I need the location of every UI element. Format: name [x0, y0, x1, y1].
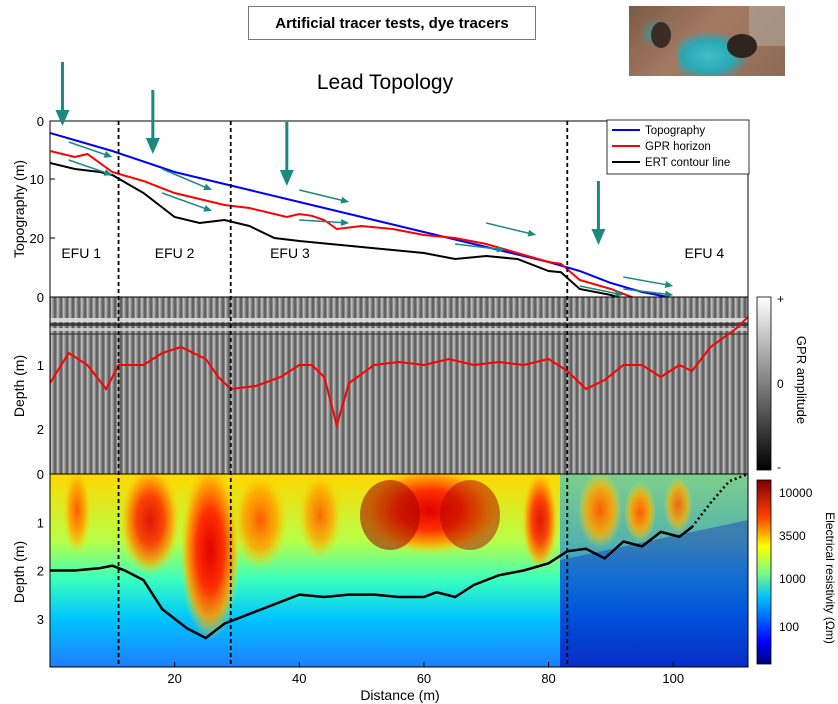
- y-tick-label: 0: [37, 467, 44, 482]
- flow-arrowhead: [527, 229, 537, 237]
- topography-panel: 0 10 20 0 EFU 1 EFU 2 EFU 3 EFU 4 Topography (…: [11, 62, 750, 305]
- flow-arrowhead: [664, 281, 674, 289]
- topography-line: [50, 132, 674, 297]
- gpr-colorbar-tick: +: [777, 292, 784, 306]
- gpr-colorbar-tick: -: [777, 460, 781, 474]
- flow-arrowhead: [614, 289, 624, 297]
- dye-tracer-photo-icon: [629, 6, 785, 76]
- gpr-panel: 1 2 0 Depth (m) + 0 - GPR amplitude: [11, 292, 809, 482]
- gpr-colorbar: [756, 296, 772, 471]
- gpr-colorbar-tick: 0: [777, 377, 784, 391]
- chart-title: Lead Topology: [317, 71, 454, 94]
- x-tick-label: 80: [541, 671, 555, 686]
- flow-arrowhead: [664, 290, 674, 298]
- y-tick-label: 20: [30, 231, 44, 246]
- header-title-box: Artificial tracer tests, dye tracers: [248, 6, 536, 40]
- y-tick-label: 2: [37, 422, 44, 437]
- legend-topography-label: Topography: [645, 125, 705, 137]
- ert-contour-line: [50, 526, 693, 640]
- legend-ert-label: ERT contour line: [645, 157, 730, 169]
- ert-colorbar-tick: 10000: [779, 486, 813, 500]
- flow-arrow: [161, 192, 207, 210]
- flow-arrowhead: [496, 245, 505, 253]
- x-tick-label: 40: [292, 671, 306, 686]
- ert-contour-line: [50, 162, 622, 297]
- topography-ylabel: Topography (m): [11, 160, 27, 258]
- flow-arrow: [161, 168, 207, 189]
- flow-arrow: [623, 276, 668, 286]
- flow-arrowhead: [203, 183, 213, 191]
- ert-panel: 1 2 3 20 40 60 80 100 Depth (m) Distance (m) 1…: [11, 473, 837, 703]
- ert-colorbar-tick: 1000: [779, 572, 806, 586]
- x-tick-label: 100: [662, 671, 684, 686]
- flow-arrow: [68, 141, 107, 156]
- y-tick-label: 10: [30, 172, 44, 187]
- y-tick-label: 0: [37, 114, 44, 129]
- x-tick-label: 60: [417, 671, 431, 686]
- y-tick-label: 2: [37, 564, 44, 579]
- zone-label: EFU 2: [155, 245, 195, 261]
- flow-arrowhead: [103, 169, 113, 176]
- ert-colorbar-tick: 100: [779, 620, 799, 634]
- infiltration-arrowhead: [55, 110, 70, 126]
- flow-arrow: [68, 159, 107, 174]
- ert-contour-dotted-extension: [690, 474, 748, 528]
- x-axis-label: Distance (m): [360, 687, 439, 703]
- svg-text:0: 0: [37, 290, 44, 305]
- ert-colorbar: [756, 479, 772, 665]
- header-title: Artificial tracer tests, dye tracers: [275, 14, 509, 32]
- flow-arrow: [299, 189, 344, 202]
- flow-arrow: [623, 288, 668, 296]
- legend: Topography GPR horizon ERT contour line: [606, 119, 750, 175]
- infiltration-arrowhead: [591, 229, 606, 245]
- y-tick-label: 3: [37, 612, 44, 627]
- zone-label: EFU 3: [270, 245, 310, 261]
- flow-arrow: [299, 219, 344, 224]
- infiltration-arrowhead: [145, 138, 160, 154]
- zone-label: EFU 4: [685, 245, 725, 261]
- infiltration-arrowhead: [279, 170, 294, 186]
- legend-gpr-label: GPR horizon: [645, 141, 711, 153]
- x-tick-label: 20: [167, 671, 181, 686]
- zone-label: EFU 1: [61, 245, 101, 261]
- flow-arrow: [486, 222, 531, 235]
- flow-arrowhead: [103, 151, 113, 158]
- flow-arrowhead: [203, 204, 213, 212]
- gpr-ylabel: Depth (m): [11, 355, 27, 417]
- gpr-radargram-horizon-line: [50, 316, 748, 429]
- flow-arrow: [454, 243, 500, 251]
- ert-ylabel: Depth (m): [11, 541, 27, 603]
- y-tick-label: 1: [37, 515, 44, 530]
- flow-arrowhead: [340, 219, 350, 227]
- y-tick-label: 1: [37, 358, 44, 373]
- ert-colorbar-label: Electrical resistivity (Ωm): [823, 512, 837, 644]
- gpr-colorbar-label: GPR amplitude: [794, 336, 809, 424]
- flow-arrow: [579, 285, 618, 295]
- ert-colorbar-tick: 3500: [779, 529, 806, 543]
- flow-arrowhead: [340, 196, 350, 204]
